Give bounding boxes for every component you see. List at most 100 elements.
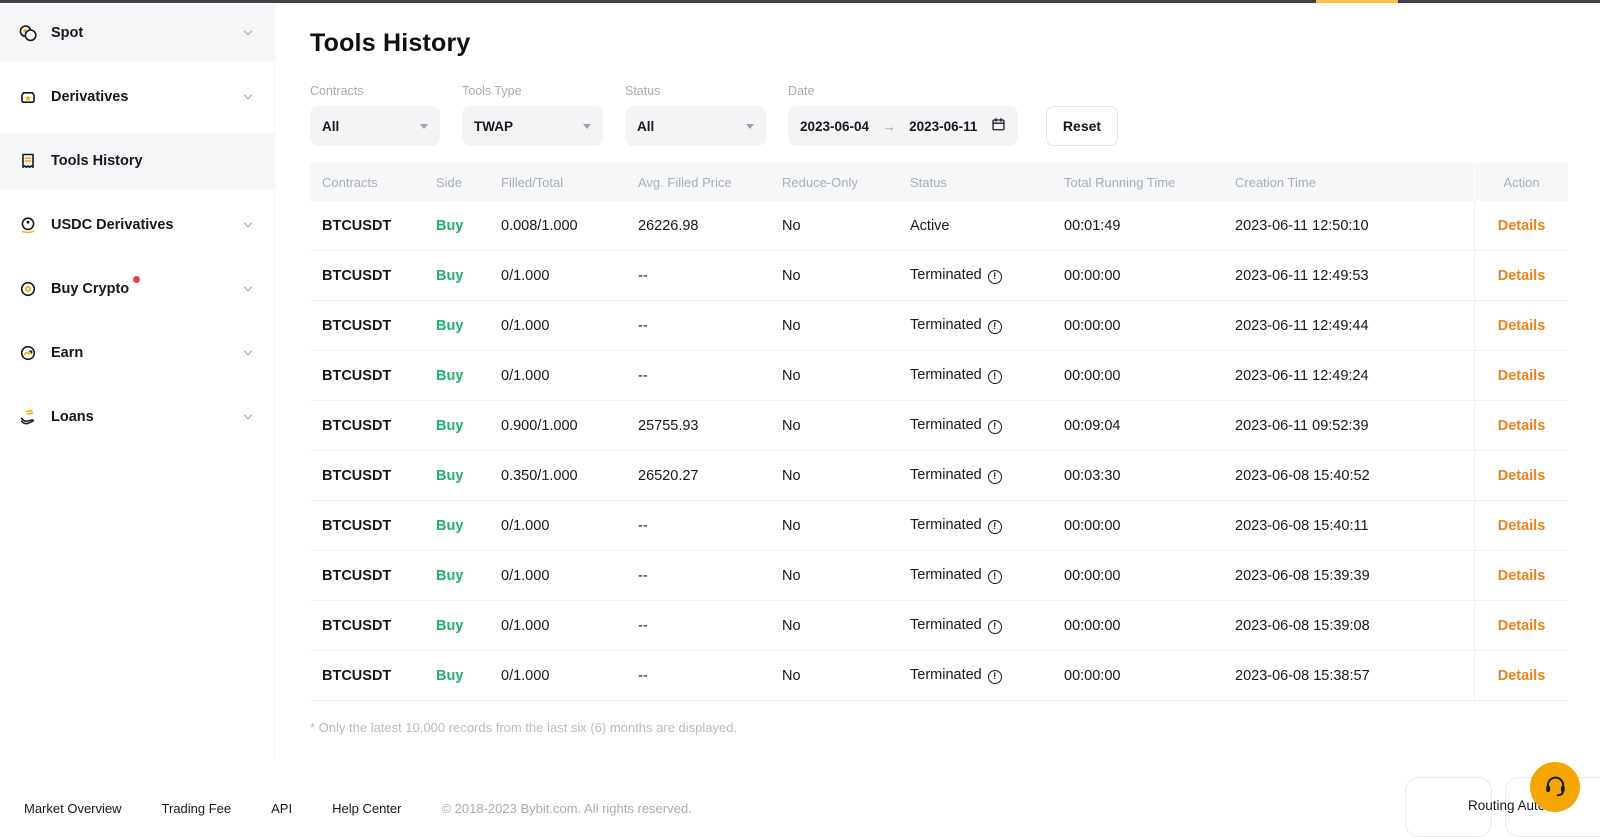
status-text: Terminated	[910, 467, 982, 483]
chevron-down-icon	[242, 283, 254, 295]
status-text: Terminated	[910, 517, 982, 533]
details-link[interactable]: Details	[1498, 568, 1546, 584]
tools-type-select-value: TWAP	[474, 119, 513, 134]
contracts-cell: BTCUSDT	[310, 218, 436, 234]
column-header-reduce-only: Reduce-Only	[782, 175, 910, 190]
creation-time-cell: 2023-06-08 15:39:08	[1235, 618, 1474, 634]
avg-filled-price-cell: 25755.93	[638, 418, 782, 434]
table-row: BTCUSDT Buy 0.008/1.000 26226.98 No Acti…	[310, 201, 1568, 251]
status-info-icon[interactable]: !	[988, 620, 1002, 634]
status-cell: Terminated!	[910, 317, 1064, 334]
sidebar-item-tools-history[interactable]: Tools History	[0, 133, 274, 189]
avg-filled-price-cell: --	[638, 318, 782, 334]
reset-button[interactable]: Reset	[1046, 106, 1118, 146]
avg-filled-price-cell: 26520.27	[638, 468, 782, 484]
status-info-icon[interactable]: !	[988, 320, 1002, 334]
caret-down-icon	[420, 124, 428, 129]
status-cell: Terminated!	[910, 367, 1064, 384]
filter-contracts: Contracts All	[310, 84, 440, 146]
tools-type-select[interactable]: TWAP	[462, 106, 603, 146]
sidebar-item-buy-crypto[interactable]: Buy Crypto	[0, 261, 274, 317]
status-info-icon[interactable]: !	[988, 270, 1002, 284]
chevron-down-icon	[242, 27, 254, 39]
status-select[interactable]: All	[625, 106, 766, 146]
status-text: Terminated	[910, 567, 982, 583]
sidebar-item-derivatives[interactable]: Derivatives	[0, 69, 274, 125]
details-link[interactable]: Details	[1498, 268, 1546, 284]
buy-crypto-coin-icon	[18, 279, 38, 299]
details-link[interactable]: Details	[1498, 668, 1546, 684]
contracts-select[interactable]: All	[310, 106, 440, 146]
status-info-icon[interactable]: !	[988, 570, 1002, 584]
records-footnote: * Only the latest 10,000 records from th…	[310, 720, 1568, 735]
status-info-icon[interactable]: !	[988, 370, 1002, 384]
side-cell: Buy	[436, 468, 501, 484]
creation-time-cell: 2023-06-11 09:52:39	[1235, 418, 1474, 434]
total-running-time-cell: 00:00:00	[1064, 318, 1235, 334]
details-link[interactable]: Details	[1498, 418, 1546, 434]
total-running-time-cell: 00:00:00	[1064, 518, 1235, 534]
footer-link-trading-fee[interactable]: Trading Fee	[162, 801, 232, 816]
sidebar-item-spot[interactable]: Spot	[0, 5, 274, 61]
avg-filled-price-cell: --	[638, 618, 782, 634]
details-link[interactable]: Details	[1498, 468, 1546, 484]
avg-filled-price-cell: --	[638, 518, 782, 534]
table-row: BTCUSDT Buy 0/1.000 -- No Terminated! 00…	[310, 301, 1568, 351]
details-link[interactable]: Details	[1498, 218, 1546, 234]
footer-link-market-overview[interactable]: Market Overview	[24, 801, 122, 816]
reduce-only-cell: No	[782, 518, 910, 534]
status-cell: Terminated!	[910, 667, 1064, 684]
details-link[interactable]: Details	[1498, 518, 1546, 534]
reduce-only-cell: No	[782, 618, 910, 634]
column-header-creation-time: Creation Time	[1235, 175, 1474, 190]
sidebar-item-loans[interactable]: Loans	[0, 389, 274, 445]
table-body: BTCUSDT Buy 0.008/1.000 26226.98 No Acti…	[310, 201, 1568, 701]
action-cell: Details	[1474, 651, 1568, 700]
total-running-time-cell: 00:00:00	[1064, 268, 1235, 284]
earn-growth-icon	[18, 343, 38, 363]
chevron-down-icon	[242, 347, 254, 359]
reduce-only-cell: No	[782, 568, 910, 584]
sidebar-item-label: Buy Crypto	[51, 281, 129, 297]
footer-link-help-center[interactable]: Help Center	[332, 801, 401, 816]
action-cell: Details	[1474, 501, 1568, 550]
reduce-only-cell: No	[782, 268, 910, 284]
footer-link-api[interactable]: API	[271, 801, 292, 816]
table-row: BTCUSDT Buy 0.900/1.000 25755.93 No Term…	[310, 401, 1568, 451]
filter-label: Status	[625, 84, 766, 98]
status-info-icon[interactable]: !	[988, 420, 1002, 434]
caret-down-icon	[746, 124, 754, 129]
creation-time-cell: 2023-06-08 15:39:39	[1235, 568, 1474, 584]
progress-bar-segment	[1316, 0, 1398, 3]
column-header-side: Side	[436, 175, 501, 190]
status-info-icon[interactable]: !	[988, 470, 1002, 484]
details-link[interactable]: Details	[1498, 618, 1546, 634]
contracts-select-value: All	[322, 119, 339, 134]
status-info-icon[interactable]: !	[988, 520, 1002, 534]
table-row: BTCUSDT Buy 0/1.000 -- No Terminated! 00…	[310, 251, 1568, 301]
usdc-derivatives-icon	[18, 215, 38, 235]
table-header-row: Contracts Side Filled/Total Avg. Filled …	[310, 163, 1568, 201]
filled-total-cell: 0/1.000	[501, 368, 638, 384]
total-running-time-cell: 00:09:04	[1064, 418, 1235, 434]
sidebar-item-label: Derivatives	[51, 89, 128, 105]
status-info-icon[interactable]: !	[988, 670, 1002, 684]
total-running-time-cell: 00:00:00	[1064, 568, 1235, 584]
sidebar-item-usdc-derivatives[interactable]: USDC Derivatives	[0, 197, 274, 253]
filled-total-cell: 0/1.000	[501, 518, 638, 534]
sidebar-item-label: Spot	[51, 25, 83, 41]
notification-dot	[133, 276, 140, 283]
date-range-picker[interactable]: 2023-06-04 → 2023-06-11	[788, 106, 1018, 146]
contracts-cell: BTCUSDT	[310, 668, 436, 684]
filled-total-cell: 0/1.000	[501, 568, 638, 584]
support-chat-button[interactable]	[1530, 762, 1580, 812]
table-row: BTCUSDT Buy 0/1.000 -- No Terminated! 00…	[310, 601, 1568, 651]
side-cell: Buy	[436, 368, 501, 384]
details-link[interactable]: Details	[1498, 318, 1546, 334]
column-header-total-running-time: Total Running Time	[1064, 175, 1235, 190]
status-text: Terminated	[910, 367, 982, 383]
sidebar-item-earn[interactable]: Earn	[0, 325, 274, 381]
details-link[interactable]: Details	[1498, 368, 1546, 384]
sidebar-item-label: Earn	[51, 345, 83, 361]
side-cell: Buy	[436, 418, 501, 434]
